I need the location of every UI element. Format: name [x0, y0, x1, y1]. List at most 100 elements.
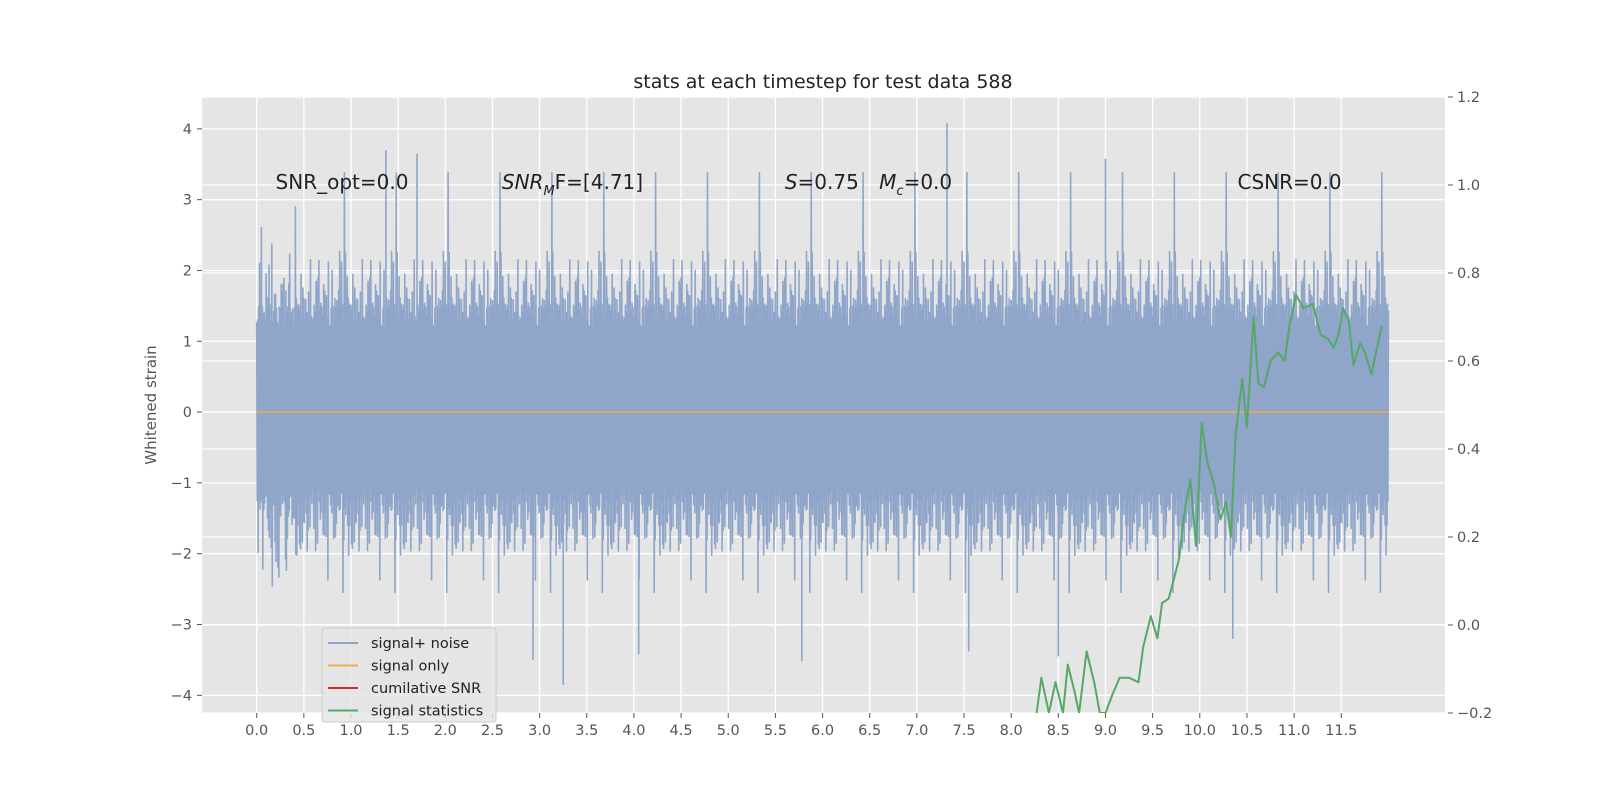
x-tick-label: 6.0 — [811, 723, 834, 739]
y-axis-label: Whitened strain — [142, 345, 160, 464]
y-axis: 4 3 2 1 0 −1 −2 −3 −4 — [171, 122, 202, 704]
series-layer — [255, 123, 1390, 713]
legend: signal+ noise signal only cumilative SNR si… — [321, 627, 497, 723]
annotation-suffix: =0.75 — [798, 170, 859, 194]
signal-statistics-point — [1364, 351, 1366, 354]
signal-statistics-point — [1161, 602, 1163, 604]
x-tick-label: 7.0 — [905, 723, 928, 739]
signal-statistics-point — [1277, 351, 1279, 354]
signal-statistics-point — [1093, 681, 1095, 683]
signal-statistics-point — [1128, 677, 1130, 679]
y-tick-label: 0 — [183, 405, 192, 421]
signal-statistics-point — [1288, 325, 1291, 327]
annotation-italic: M — [879, 170, 896, 194]
annotation-subscript: c — [896, 184, 903, 199]
signal-statistics-point — [1048, 712, 1050, 713]
signal-statistics-point — [1167, 597, 1170, 600]
signal-statistics-point — [1189, 479, 1192, 481]
annotation-italic: S — [785, 170, 798, 194]
signal-statistics-point — [1137, 681, 1140, 683]
x-tick-label: 11.5 — [1325, 723, 1357, 739]
annotation-italic: SNR — [502, 170, 544, 194]
y-tick-label: −1 — [171, 476, 192, 492]
y-tick-label: 2 — [183, 263, 192, 279]
signal-statistics-point — [1283, 360, 1286, 362]
y2-tick-label: 0.2 — [1457, 530, 1480, 546]
x-axis: 0.0 0.5 1.0 1.5 2.0 2.5 3.0 3.5 4.0 4.5 5.0 5.5 6.0 6… — [245, 713, 1357, 739]
x-tick-label: 5.0 — [717, 723, 740, 739]
x-tick-label: 2.5 — [481, 723, 504, 739]
annotation-text: SNR_opt=0.0 — [276, 170, 409, 194]
x-tick-label: 3.5 — [575, 723, 598, 739]
x-tick-label: 11.0 — [1278, 723, 1310, 739]
y2-tick-label: 1.2 — [1457, 90, 1480, 106]
annotation-text: S=0.75 — [785, 170, 859, 194]
signal-statistics-point — [1118, 677, 1121, 679]
legend-label: signal statistics — [371, 704, 483, 720]
y2-tick-label: −0.2 — [1457, 706, 1492, 722]
x-tick-label: 9.5 — [1141, 723, 1164, 739]
signal-statistics-point — [1359, 342, 1361, 345]
signal-statistics-point — [1066, 663, 1069, 666]
legend-label: signal only — [371, 659, 450, 675]
x-tick-label: 4.5 — [670, 723, 693, 739]
y2-tick-label: 1.0 — [1457, 178, 1480, 194]
signal-statistics-point — [1142, 646, 1145, 648]
signal-statistics-point — [1213, 483, 1215, 486]
annotation-suffix: F=[4.71] — [555, 170, 643, 194]
signal-statistics-point — [1246, 426, 1248, 428]
y2-tick-label: 0.0 — [1457, 618, 1480, 634]
x-tick-label: 10.5 — [1231, 723, 1263, 739]
signal-statistics-point — [1312, 303, 1314, 305]
signal-statistics-point — [1040, 677, 1043, 679]
signal-statistics-point — [1337, 333, 1340, 336]
x-tick-label: 8.5 — [1047, 723, 1070, 739]
signal-statistics-point — [1078, 712, 1080, 713]
x-tick-label: 2.0 — [434, 723, 457, 739]
x-tick-label: 9.0 — [1094, 723, 1117, 739]
signal-statistics-point — [1156, 637, 1159, 639]
signal-statistics-point — [1195, 545, 1197, 547]
y-tick-label: 3 — [183, 193, 192, 209]
signal-statistics-point — [1183, 509, 1186, 512]
x-tick-label: 1.0 — [339, 723, 362, 739]
x-tick-label: 5.5 — [764, 723, 787, 739]
x-tick-label: 4.0 — [622, 723, 645, 739]
signal-statistics-point — [1099, 712, 1101, 713]
signal-statistics-point — [1054, 681, 1057, 683]
annotation-text: Mc=0.0 — [879, 170, 952, 199]
annotation-suffix: =0.0 — [904, 170, 953, 194]
x-tick-label: 10.0 — [1184, 723, 1216, 739]
y2-tick-label: 0.4 — [1457, 442, 1480, 458]
signal-statistics-point — [1234, 435, 1237, 437]
signal-statistics-point — [1085, 650, 1088, 653]
x-tick-label: 0.0 — [245, 723, 268, 739]
legend-label: cumilative SNR — [371, 681, 481, 697]
signal-statistics-point — [1172, 580, 1175, 582]
signal-statistics-point — [1319, 333, 1322, 336]
annotation-text: CSNR=0.0 — [1238, 170, 1342, 194]
signal-statistics-point — [1230, 536, 1232, 538]
y-tick-label: −2 — [171, 547, 192, 563]
signal-statistics-point — [1111, 694, 1113, 697]
x-tick-label: 1.5 — [387, 723, 410, 739]
signal-statistics-point — [1381, 325, 1383, 327]
x-tick-label: 8.0 — [1000, 723, 1023, 739]
legend-box — [321, 627, 497, 723]
signal-statistics-point — [1062, 712, 1064, 713]
signal-statistics-point — [1332, 347, 1335, 349]
signal-statistics-point — [1302, 307, 1305, 310]
y-tick-label: −4 — [171, 688, 192, 704]
signal-statistics-point — [1295, 294, 1297, 296]
signal-statistics-point — [1073, 690, 1076, 692]
signal-statistics-point — [1219, 518, 1222, 521]
signal-statistics-point — [1178, 558, 1180, 560]
y2-tick-label: 0.6 — [1457, 354, 1480, 370]
legend-label: signal+ noise — [371, 636, 469, 652]
signal-statistics-point — [1035, 712, 1038, 713]
signal-statistics-point — [1263, 386, 1265, 389]
x-tick-label: 0.5 — [292, 723, 315, 739]
annotation-subscript: M — [543, 184, 554, 199]
annotation-text: SNRMF=[4.71] — [502, 170, 643, 199]
